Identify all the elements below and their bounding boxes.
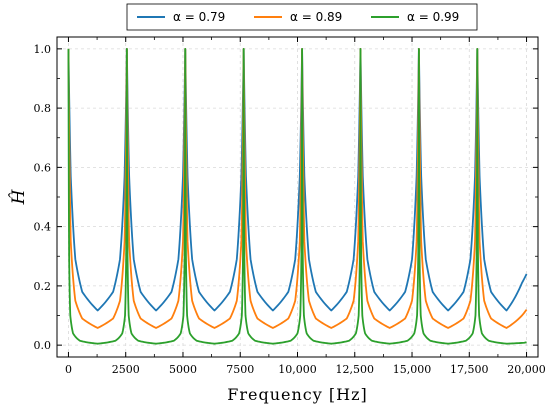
x-tick-label-1: 2500: [112, 363, 140, 376]
legend: α = 0.79 α = 0.89 α = 0.99: [126, 3, 478, 31]
y-tick-label-0: 0.0: [34, 339, 52, 352]
x-tick-label-2: 5000: [169, 363, 197, 376]
x-tick-label-7: 17,500: [450, 363, 489, 376]
legend-box: [126, 3, 478, 31]
legend-entry-0: α = 0.79: [173, 10, 225, 24]
y-tick-label-4: 0.8: [34, 102, 52, 115]
x-tick-label-5: 12,500: [336, 363, 375, 376]
series-line-0: [67, 47, 528, 312]
x-axis-label: Frequency [Hz]: [227, 385, 368, 404]
y-tick-label-3: 0.6: [34, 161, 52, 174]
legend-entry-2: α = 0.99: [407, 10, 459, 24]
legend-entry-1: α = 0.89: [290, 10, 342, 24]
series-lines: [67, 47, 528, 345]
x-tick-label-4: 10,000: [278, 363, 317, 376]
axis-ticks: 0 2500 5000 7500 10,000 12,500 15,000 17,500 20,…: [34, 37, 546, 376]
series-line-2: [67, 47, 528, 345]
y-tick-label-1: 0.2: [34, 280, 52, 293]
x-tick-label-0: 0: [65, 363, 72, 376]
y-tick-label-5: 1.0: [34, 43, 52, 56]
y-tick-label-2: 0.4: [34, 221, 52, 234]
y-axis-label: Ĥ: [8, 188, 29, 205]
x-tick-label-8: 20,000: [507, 363, 546, 376]
series-line-1: [67, 47, 528, 329]
x-tick-label-3: 7500: [226, 363, 254, 376]
x-tick-label-6: 15,000: [393, 363, 432, 376]
